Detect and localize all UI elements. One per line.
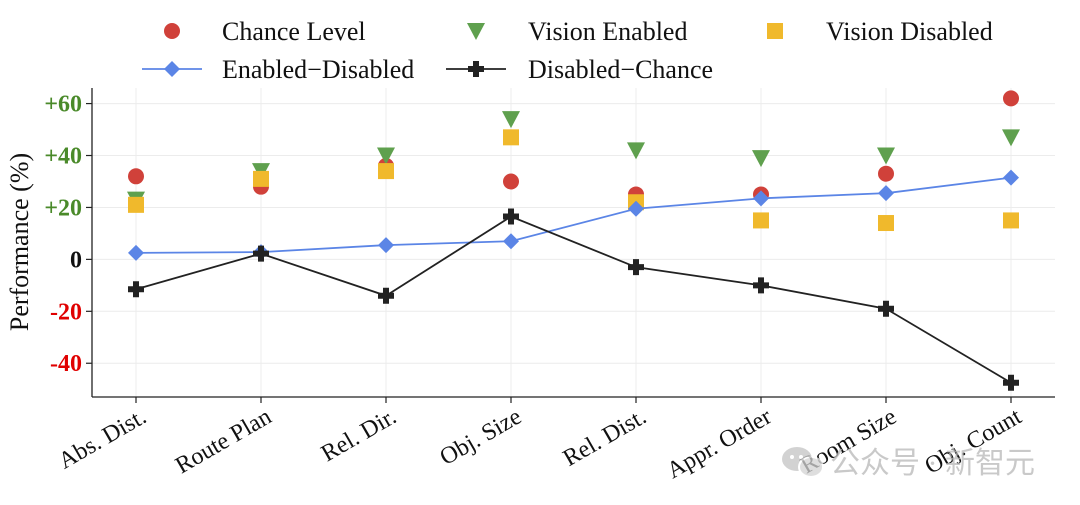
legend-item-vision-enabled: Vision Enabled — [467, 17, 687, 46]
legend-label-vision-enabled: Vision Enabled — [528, 17, 687, 46]
y-tick-label: +60 — [44, 92, 82, 118]
point-disabled-chance-room-size — [878, 300, 894, 317]
point-enabled-disabled-obj-size — [503, 233, 519, 250]
legend-marker-vision-disabled — [767, 23, 783, 39]
plot-area — [127, 90, 1020, 391]
point-enabled-disabled-obj-count — [1003, 169, 1019, 186]
axes: +60 +40 +20 0 -20 -40 Abs. Dist. Route Plan Rel.… — [44, 88, 1055, 484]
legend-label-disabled-chance: Disabled−Chance — [528, 55, 713, 84]
wechat-icon — [782, 447, 824, 478]
legend-label-chance-level: Chance Level — [222, 17, 366, 46]
point-disabled-chance-appr-order — [753, 277, 769, 294]
y-tick-label: +40 — [44, 144, 82, 170]
point-disabled-chance-obj-size — [503, 208, 519, 225]
point-disabled-chance-abs-dist — [128, 281, 144, 298]
point-vision-enabled-room-size — [877, 147, 895, 165]
point-disabled-chance-route-plan — [253, 245, 269, 262]
legend-item-vision-disabled: Vision Disabled — [767, 17, 993, 46]
x-tick-label-obj-size: Obj. Size — [436, 404, 526, 471]
point-vision-disabled-route-plan — [253, 170, 269, 187]
x-tick-label-rel-dir: Rel. Dir. — [317, 404, 401, 468]
legend-item-enabled-disabled: Enabled−Disabled — [142, 55, 414, 84]
point-enabled-disabled-room-size — [878, 185, 894, 202]
point-disabled-chance-obj-count — [1003, 374, 1019, 391]
legend-item-disabled-chance: Disabled−Chance — [446, 55, 713, 84]
x-tick-label-route-plan: Route Plan — [171, 404, 276, 480]
point-vision-disabled-room-size — [878, 215, 894, 232]
point-vision-enabled-rel-dir — [377, 147, 395, 165]
point-vision-disabled-rel-dir — [378, 163, 394, 180]
y-tick-label: 0 — [70, 247, 82, 273]
y-axis-label: Performance (%) — [5, 153, 34, 331]
y-tick-label: -40 — [50, 351, 82, 377]
watermark-text: 公众号 · 新智元 — [830, 447, 1035, 480]
legend-marker-disabled-chance — [468, 61, 484, 77]
point-vision-enabled-obj-size — [502, 111, 520, 129]
y-tick-label: +20 — [44, 195, 82, 221]
series-line-enabled-disabled — [135, 176, 1012, 254]
point-vision-enabled-rel-dist — [627, 142, 645, 160]
grid — [92, 88, 1055, 397]
legend-label-enabled-disabled: Enabled−Disabled — [222, 55, 414, 84]
legend-item-chance-level: Chance Level — [164, 17, 366, 46]
point-disabled-chance-rel-dist — [628, 259, 644, 276]
point-vision-enabled-obj-count — [1002, 129, 1020, 147]
point-chance-level-obj-count — [1003, 90, 1019, 107]
point-vision-enabled-appr-order — [752, 150, 770, 168]
y-tick-label: -20 — [50, 299, 82, 325]
legend-marker-enabled-disabled — [164, 61, 180, 77]
legend-marker-chance-level — [164, 23, 180, 39]
legend: Chance Level Vision Enabled Vision Disable… — [142, 17, 993, 84]
point-chance-level-abs-dist — [128, 168, 144, 185]
series-disabled-chance — [128, 208, 1019, 391]
point-chance-level-room-size — [878, 165, 894, 182]
watermark: 公众号 · 新智元 — [782, 447, 1035, 480]
point-vision-disabled-obj-size — [503, 129, 519, 146]
series-enabled-disabled — [128, 169, 1019, 261]
point-chance-level-obj-size — [503, 173, 519, 190]
x-tick-label-appr-order: Appr. Order — [663, 404, 776, 485]
point-enabled-disabled-abs-dist — [128, 244, 144, 261]
point-disabled-chance-rel-dir — [378, 287, 394, 304]
legend-label-vision-disabled: Vision Disabled — [826, 17, 993, 46]
x-tick-label-rel-dist: Rel. Dist. — [559, 404, 651, 472]
point-vision-disabled-abs-dist — [128, 196, 144, 213]
point-vision-disabled-appr-order — [753, 212, 769, 229]
legend-marker-vision-enabled — [467, 23, 485, 40]
series-line-disabled-chance — [135, 215, 1012, 384]
point-enabled-disabled-appr-order — [753, 190, 769, 207]
point-vision-disabled-obj-count — [1003, 212, 1019, 229]
x-tick-label-abs-dist: Abs. Dist. — [54, 404, 151, 475]
point-enabled-disabled-rel-dist — [628, 200, 644, 217]
point-enabled-disabled-rel-dir — [378, 237, 394, 254]
